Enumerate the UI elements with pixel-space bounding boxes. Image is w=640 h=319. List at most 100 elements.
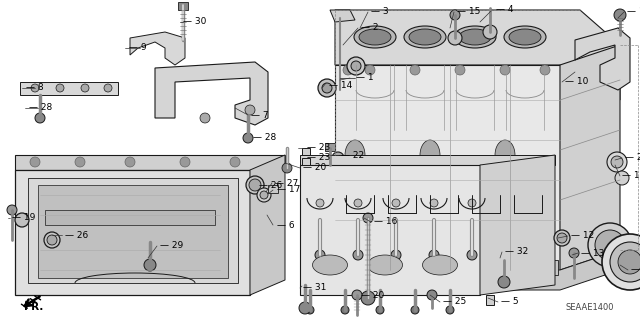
Circle shape xyxy=(332,152,344,164)
Circle shape xyxy=(200,113,210,123)
Circle shape xyxy=(363,213,373,223)
Circle shape xyxy=(506,263,514,271)
Polygon shape xyxy=(20,82,118,95)
Circle shape xyxy=(498,276,510,288)
Text: — 5: — 5 xyxy=(501,298,518,307)
Circle shape xyxy=(15,213,29,227)
Circle shape xyxy=(426,263,434,271)
Ellipse shape xyxy=(454,26,496,48)
Ellipse shape xyxy=(354,26,396,48)
Circle shape xyxy=(282,163,292,173)
Text: — 15: — 15 xyxy=(457,8,481,17)
Circle shape xyxy=(614,9,626,21)
Ellipse shape xyxy=(495,140,515,170)
Circle shape xyxy=(56,84,64,92)
Bar xyxy=(502,260,518,275)
Circle shape xyxy=(610,242,640,282)
Text: — 19: — 19 xyxy=(12,213,35,222)
Circle shape xyxy=(81,84,89,92)
Circle shape xyxy=(540,65,550,75)
Circle shape xyxy=(554,230,570,246)
Ellipse shape xyxy=(312,255,348,275)
Circle shape xyxy=(322,83,332,93)
Circle shape xyxy=(611,156,623,168)
Polygon shape xyxy=(575,28,630,90)
Circle shape xyxy=(318,79,336,97)
Circle shape xyxy=(351,61,361,71)
Text: — 28: — 28 xyxy=(253,133,276,143)
Text: — 28: — 28 xyxy=(29,103,52,113)
Circle shape xyxy=(361,291,375,305)
Bar xyxy=(178,2,188,10)
Text: — 17: — 17 xyxy=(277,186,300,195)
Bar xyxy=(302,148,310,155)
Text: — 26: — 26 xyxy=(259,181,282,189)
Circle shape xyxy=(376,306,384,314)
Circle shape xyxy=(365,65,375,75)
Circle shape xyxy=(47,235,57,245)
Text: — 14: — 14 xyxy=(329,80,352,90)
Circle shape xyxy=(446,306,454,314)
Circle shape xyxy=(543,260,553,270)
Text: — 23: — 23 xyxy=(307,153,330,162)
Bar xyxy=(302,158,310,165)
Ellipse shape xyxy=(345,140,365,170)
Circle shape xyxy=(411,306,419,314)
Ellipse shape xyxy=(459,29,491,45)
Circle shape xyxy=(347,57,365,75)
Circle shape xyxy=(343,65,353,75)
Circle shape xyxy=(144,259,156,271)
Text: — 24: — 24 xyxy=(631,265,640,275)
Text: — 11: — 11 xyxy=(622,172,640,181)
Circle shape xyxy=(467,250,477,260)
Polygon shape xyxy=(130,32,185,65)
Text: — 20: — 20 xyxy=(361,291,384,300)
Circle shape xyxy=(335,245,345,255)
Bar xyxy=(422,260,438,275)
Circle shape xyxy=(392,199,400,207)
Text: — 1: — 1 xyxy=(356,73,374,83)
Text: — 29: — 29 xyxy=(160,241,183,250)
Text: — 18: — 18 xyxy=(627,8,640,17)
Ellipse shape xyxy=(404,26,446,48)
Ellipse shape xyxy=(367,255,403,275)
Text: — 3: — 3 xyxy=(371,8,388,17)
Circle shape xyxy=(35,113,45,123)
Circle shape xyxy=(450,10,460,20)
Circle shape xyxy=(299,302,311,314)
Text: — 25: — 25 xyxy=(443,298,467,307)
Text: — 27: — 27 xyxy=(275,179,298,188)
Text: — 4: — 4 xyxy=(496,5,513,14)
Circle shape xyxy=(316,199,324,207)
Circle shape xyxy=(595,230,625,260)
Text: — 12: — 12 xyxy=(571,232,595,241)
Bar xyxy=(268,185,278,193)
Circle shape xyxy=(557,233,567,243)
Circle shape xyxy=(427,290,437,300)
Text: — 13: — 13 xyxy=(581,249,604,257)
Circle shape xyxy=(607,152,627,172)
Text: — 22: — 22 xyxy=(341,151,364,160)
Text: — 2: — 2 xyxy=(361,24,378,33)
Text: — 20: — 20 xyxy=(303,164,326,173)
Polygon shape xyxy=(300,165,480,295)
Bar xyxy=(342,260,358,275)
Text: — 32: — 32 xyxy=(505,248,528,256)
Bar xyxy=(542,260,558,275)
Circle shape xyxy=(615,171,629,185)
Polygon shape xyxy=(335,10,620,100)
Text: — 23: — 23 xyxy=(307,144,330,152)
Text: SEAAE1400: SEAAE1400 xyxy=(565,303,614,313)
Polygon shape xyxy=(28,178,238,283)
Circle shape xyxy=(540,240,550,250)
Ellipse shape xyxy=(409,29,441,45)
Circle shape xyxy=(410,65,420,75)
Polygon shape xyxy=(15,155,285,170)
Circle shape xyxy=(230,157,240,167)
Circle shape xyxy=(257,188,271,202)
Circle shape xyxy=(306,306,314,314)
Circle shape xyxy=(180,157,190,167)
Circle shape xyxy=(31,84,39,92)
Circle shape xyxy=(30,157,40,167)
Text: — 7: — 7 xyxy=(251,110,269,120)
